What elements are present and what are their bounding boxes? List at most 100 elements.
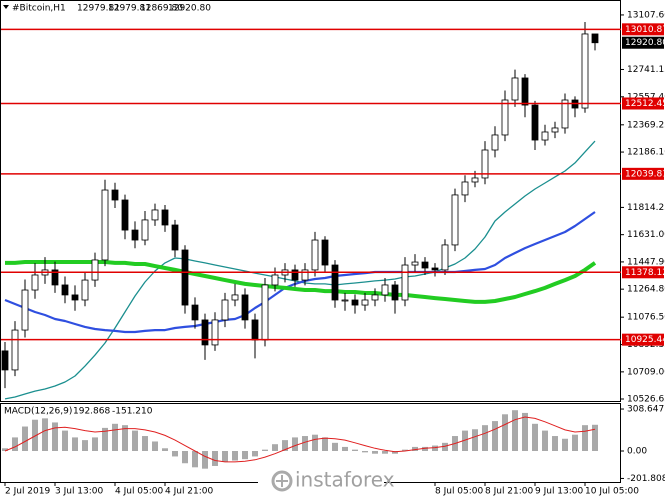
candle-body (581, 33, 589, 109)
macd-bar (402, 449, 408, 451)
candle-body (181, 249, 189, 306)
x-tick-label: 8 Jul 21:00 (485, 487, 534, 497)
candle-body (551, 127, 559, 133)
candle-body (101, 189, 109, 261)
macd-bar (432, 445, 438, 451)
macd-bar (392, 450, 398, 454)
macd-bar (572, 434, 578, 451)
candle-body (421, 261, 429, 269)
macd-bar (322, 437, 328, 451)
macd-bar (172, 450, 178, 457)
symbol: #Bitcoin,H1 (12, 4, 66, 14)
candle-body (471, 177, 479, 183)
candle-body (121, 199, 129, 231)
level-label-box (622, 266, 664, 279)
macd-bar (32, 419, 38, 451)
macd-bar (72, 437, 78, 451)
candle-body (431, 267, 439, 271)
candle-body (461, 181, 469, 196)
x-tick-label: 8 Jul 05:00 (435, 487, 484, 497)
y-tick-label: 0.00 (627, 446, 647, 456)
y-tick-label: 12369.25 (627, 120, 665, 130)
level-label: 13010.87 (625, 25, 665, 35)
y-tick-label: 11076.50 (627, 313, 665, 323)
y-tick-label: 12557.40 (627, 92, 665, 102)
macd-bar (412, 446, 418, 451)
macd-bar (182, 450, 188, 464)
x-tick-label: 4 Jul 21:00 (165, 487, 214, 497)
macd-signal-value: -151.210 (112, 407, 153, 417)
macd-bar (162, 448, 168, 451)
macd-bar (242, 450, 248, 460)
moving-average (4, 211, 596, 334)
macd-bar (222, 450, 228, 462)
macd-bar (592, 424, 598, 451)
macd-signal (4, 416, 596, 463)
candle-body (501, 99, 509, 136)
macd-title: MACD(12,26,9) (4, 407, 72, 417)
macd-bar (352, 449, 358, 451)
candle-body (411, 261, 419, 266)
level-label: 12512.45 (625, 99, 665, 109)
candle-body (11, 329, 19, 371)
macd-bar (512, 410, 518, 451)
candle-body (311, 239, 319, 271)
last-price-label: 12920.80 (625, 38, 665, 48)
macd-bar (532, 423, 538, 451)
candle-body (111, 189, 119, 201)
watermark-logo (271, 470, 293, 492)
candle-body (21, 289, 29, 331)
x-tick-label: 10 Jul 05:00 (585, 487, 639, 497)
macd-bar (312, 434, 318, 451)
candle-body (191, 304, 199, 321)
candle-body (221, 299, 229, 321)
candle-body (481, 149, 489, 179)
y-tick-label: 308.647 (627, 405, 664, 415)
candle-body (1, 350, 9, 371)
macd-bar (482, 425, 488, 451)
candle-body (401, 264, 409, 301)
macd-bar (152, 441, 158, 451)
y-tick-label: 11814.25 (627, 203, 665, 213)
last-price-box (622, 36, 664, 49)
ohlc-open: 12979.81 (77, 4, 120, 14)
macd-bar (522, 412, 528, 451)
candle-body (301, 269, 309, 281)
ohlc-close: 12920.80 (168, 4, 211, 14)
macd-bar (292, 437, 298, 451)
candle-body (341, 299, 349, 302)
macd-bar (62, 430, 68, 451)
macd-bar (502, 414, 508, 451)
macd-bar (92, 437, 98, 451)
macd-bar (212, 450, 218, 466)
macd-bar (252, 450, 258, 457)
macd-bar (582, 425, 588, 451)
candle-body (201, 319, 209, 346)
menu-arrow[interactable] (3, 5, 9, 9)
y-tick-label: 10526.65 (627, 395, 665, 405)
candle-body (351, 299, 359, 306)
candle-body (51, 269, 59, 286)
macd-bar (562, 438, 568, 451)
candle-body (441, 244, 449, 271)
macd-bar (82, 440, 88, 451)
macd-bar (2, 448, 8, 451)
y-tick-label: 12186.10 (627, 148, 665, 158)
macd-bar (302, 436, 308, 451)
macd-bar (342, 446, 348, 451)
y-tick-label: 11264.80 (627, 285, 665, 295)
macd-bar (462, 430, 468, 451)
ohlc-low: 12869.80 (140, 4, 183, 14)
level-label: 11378.12 (625, 268, 665, 278)
candle-body (591, 33, 599, 44)
macd-bar (122, 425, 128, 451)
macd-bar (232, 450, 238, 461)
candle-body (451, 194, 459, 246)
y-tick-label: 10709.00 (627, 367, 665, 377)
x-tick-label: 4 Jul 05:00 (115, 487, 164, 497)
macd-bar (52, 422, 58, 451)
macd-value: 192.868 (73, 407, 110, 417)
level-label-box (622, 97, 664, 110)
moving-average (5, 260, 597, 304)
candle-body (161, 209, 169, 226)
